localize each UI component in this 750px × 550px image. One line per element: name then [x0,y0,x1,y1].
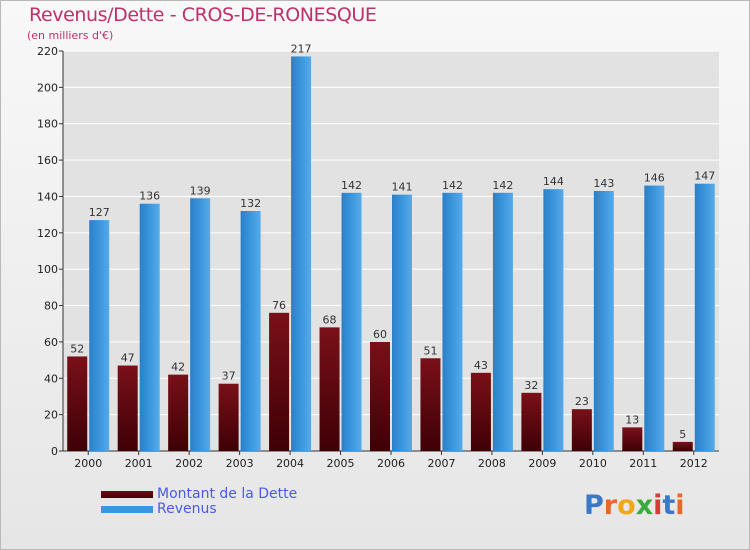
bar-revenue [89,220,110,451]
y-tick-label: 140 [37,190,58,203]
bar-debt [67,356,88,451]
legend-label-revenue: Revenus [157,501,217,517]
bar-revenue [543,189,564,451]
x-tick-label: 2010 [579,457,607,470]
bar-revenue [442,192,463,451]
data-label-debt: 76 [272,299,286,312]
data-label-revenue: 147 [694,170,715,183]
bar-revenue [644,185,665,451]
data-label-debt: 51 [423,344,437,357]
bar-revenue [593,191,614,451]
bar-debt [672,441,693,451]
data-label-revenue: 142 [442,179,463,192]
data-label-debt: 5 [679,428,686,441]
data-label-revenue: 146 [644,172,665,185]
y-tick-label: 180 [37,118,58,131]
y-tick-label: 0 [51,445,58,458]
bar-revenue [392,194,412,452]
bar-revenue [341,192,362,451]
bar-debt [269,312,290,451]
bar-debt [420,358,441,451]
data-label-debt: 23 [575,395,589,408]
x-tick-label: 2007 [427,457,455,470]
y-tick-label: 220 [37,45,58,58]
legend-swatch-revenue [101,506,153,513]
x-tick-label: 2008 [478,457,506,470]
legend-label-debt: Montant de la Dette [157,486,298,502]
data-label-revenue: 217 [291,42,312,55]
data-label-debt: 13 [625,413,639,426]
legend-swatch-debt [101,491,153,498]
x-tick-label: 2005 [327,457,355,470]
data-label-revenue: 142 [492,179,513,192]
bar-debt [521,392,542,451]
x-tick-label: 2012 [680,457,708,470]
data-label-debt: 52 [70,342,84,355]
data-label-revenue: 136 [139,190,160,203]
x-tick-label: 2000 [74,457,102,470]
data-label-debt: 43 [474,359,488,372]
chart-subtitle: (en milliers d'€) [27,29,114,42]
bar-debt [622,427,643,451]
y-tick-label: 160 [37,154,58,167]
data-label-revenue: 144 [543,175,564,188]
x-tick-label: 2006 [377,457,405,470]
proxiti-logo: Proxiti [584,490,685,521]
data-label-revenue: 127 [89,206,110,219]
bar-revenue [240,211,261,451]
x-tick-label: 2001 [125,457,153,470]
y-tick-label: 20 [44,409,58,422]
bar-debt [370,341,390,451]
bar-debt [571,409,592,451]
data-label-revenue: 142 [341,179,362,192]
bar-revenue [694,183,715,451]
x-tick-label: 2011 [629,457,657,470]
bar-debt [319,327,340,451]
data-label-debt: 60 [373,328,387,341]
x-tick-label: 2003 [226,457,254,470]
y-tick-label: 80 [44,300,58,313]
y-tick-label: 60 [44,336,58,349]
data-label-debt: 32 [524,379,538,392]
data-label-revenue: 139 [190,184,211,197]
x-tick-label: 2004 [276,457,304,470]
data-label-debt: 68 [323,313,337,326]
y-tick-label: 120 [37,227,58,240]
y-tick-label: 200 [37,81,58,94]
bar-debt [168,374,189,451]
data-label-debt: 42 [171,361,185,374]
data-label-revenue: 143 [593,177,614,190]
x-tick-label: 2009 [528,457,556,470]
bar-revenue [492,192,513,451]
data-label-debt: 37 [222,370,236,383]
bar-debt [218,383,239,451]
x-tick-label: 2002 [175,457,203,470]
data-label-debt: 47 [121,352,135,365]
y-tick-label: 40 [44,372,58,385]
data-label-revenue: 132 [240,197,261,210]
bar-revenue [291,56,312,452]
plot-area [63,51,719,451]
bar-debt [470,372,491,451]
bar-debt [117,365,138,451]
bar-revenue [190,198,211,451]
y-tick-label: 100 [37,263,58,276]
bar-revenue [139,203,160,451]
data-label-revenue: 141 [392,181,413,194]
chart-title: Revenus/Dette - CROS-DE-RONESQUE [29,4,377,26]
